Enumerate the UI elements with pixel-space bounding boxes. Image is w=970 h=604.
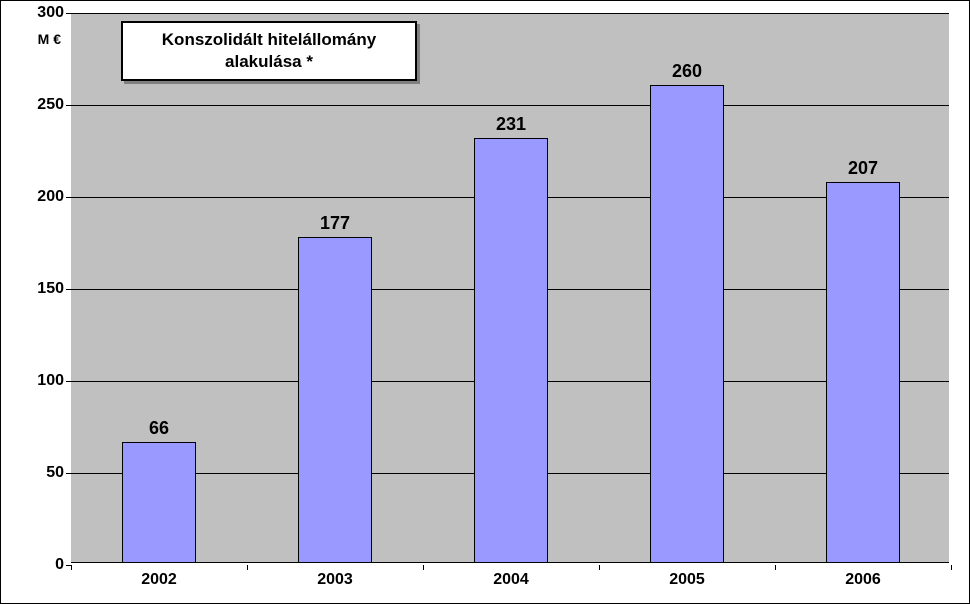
plot-area: [71, 13, 949, 563]
x-tick-label: 2005: [669, 571, 705, 589]
y-tick-mark: [66, 197, 71, 198]
bar-value-label: 260: [672, 61, 702, 82]
bar-value-label: 207: [848, 158, 878, 179]
y-tick-mark: [66, 381, 71, 382]
y-tick-label: 100: [14, 372, 64, 390]
bar-value-label: 231: [496, 114, 526, 135]
x-tick-mark: [423, 565, 424, 570]
chart-container: M € Konszolidált hitelállomány alakulása…: [0, 0, 970, 604]
bar: [650, 85, 724, 563]
chart-title-box: Konszolidált hitelállomány alakulása *: [121, 21, 417, 81]
chart-title-line2: alakulása *: [225, 52, 313, 71]
y-tick-mark: [66, 105, 71, 106]
bar: [122, 442, 196, 563]
y-tick-mark: [66, 289, 71, 290]
x-tick-label: 2006: [845, 571, 881, 589]
y-unit-label: M €: [21, 31, 61, 47]
grid-line: [71, 105, 949, 106]
y-tick-label: 50: [14, 464, 64, 482]
grid-line: [71, 13, 949, 14]
x-tick-label: 2004: [493, 571, 529, 589]
x-tick-mark: [71, 565, 72, 570]
x-tick-label: 2002: [141, 571, 177, 589]
chart-title-line1: Konszolidált hitelállomány: [162, 30, 376, 49]
bar-value-label: 177: [320, 213, 350, 234]
y-tick-label: 150: [14, 280, 64, 298]
bar: [826, 182, 900, 563]
y-tick-label: 0: [14, 556, 64, 574]
x-tick-mark: [247, 565, 248, 570]
bar-value-label: 66: [149, 418, 169, 439]
y-tick-label: 250: [14, 96, 64, 114]
x-tick-mark: [599, 565, 600, 570]
x-tick-mark: [775, 565, 776, 570]
bar: [298, 237, 372, 563]
bar: [474, 138, 548, 563]
x-tick-label: 2003: [317, 571, 353, 589]
y-tick-label: 200: [14, 188, 64, 206]
x-tick-mark: [951, 565, 952, 570]
y-tick-label: 300: [14, 4, 64, 22]
y-tick-mark: [66, 473, 71, 474]
y-tick-mark: [66, 13, 71, 14]
